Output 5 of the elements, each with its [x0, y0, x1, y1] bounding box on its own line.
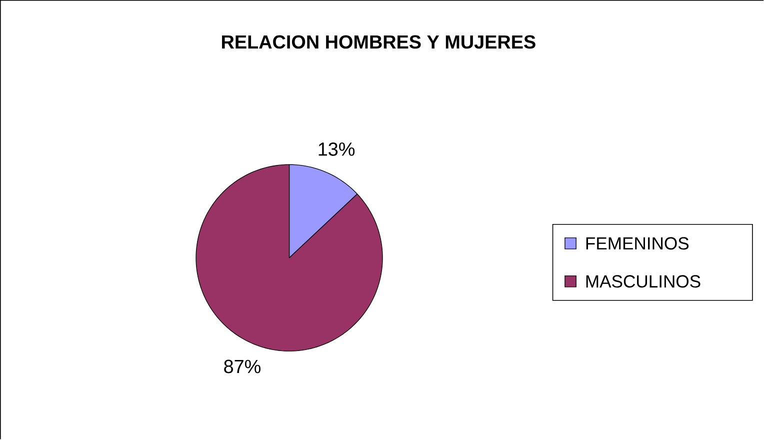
- data-label: 13%: [318, 142, 355, 156]
- chart-title: RELACION HOMBRES Y MUJERES: [222, 35, 536, 49]
- data-label: 87%: [224, 360, 260, 374]
- legend-label: MASCULINOS: [586, 275, 700, 288]
- legend-label: FEMENINOS: [586, 237, 689, 250]
